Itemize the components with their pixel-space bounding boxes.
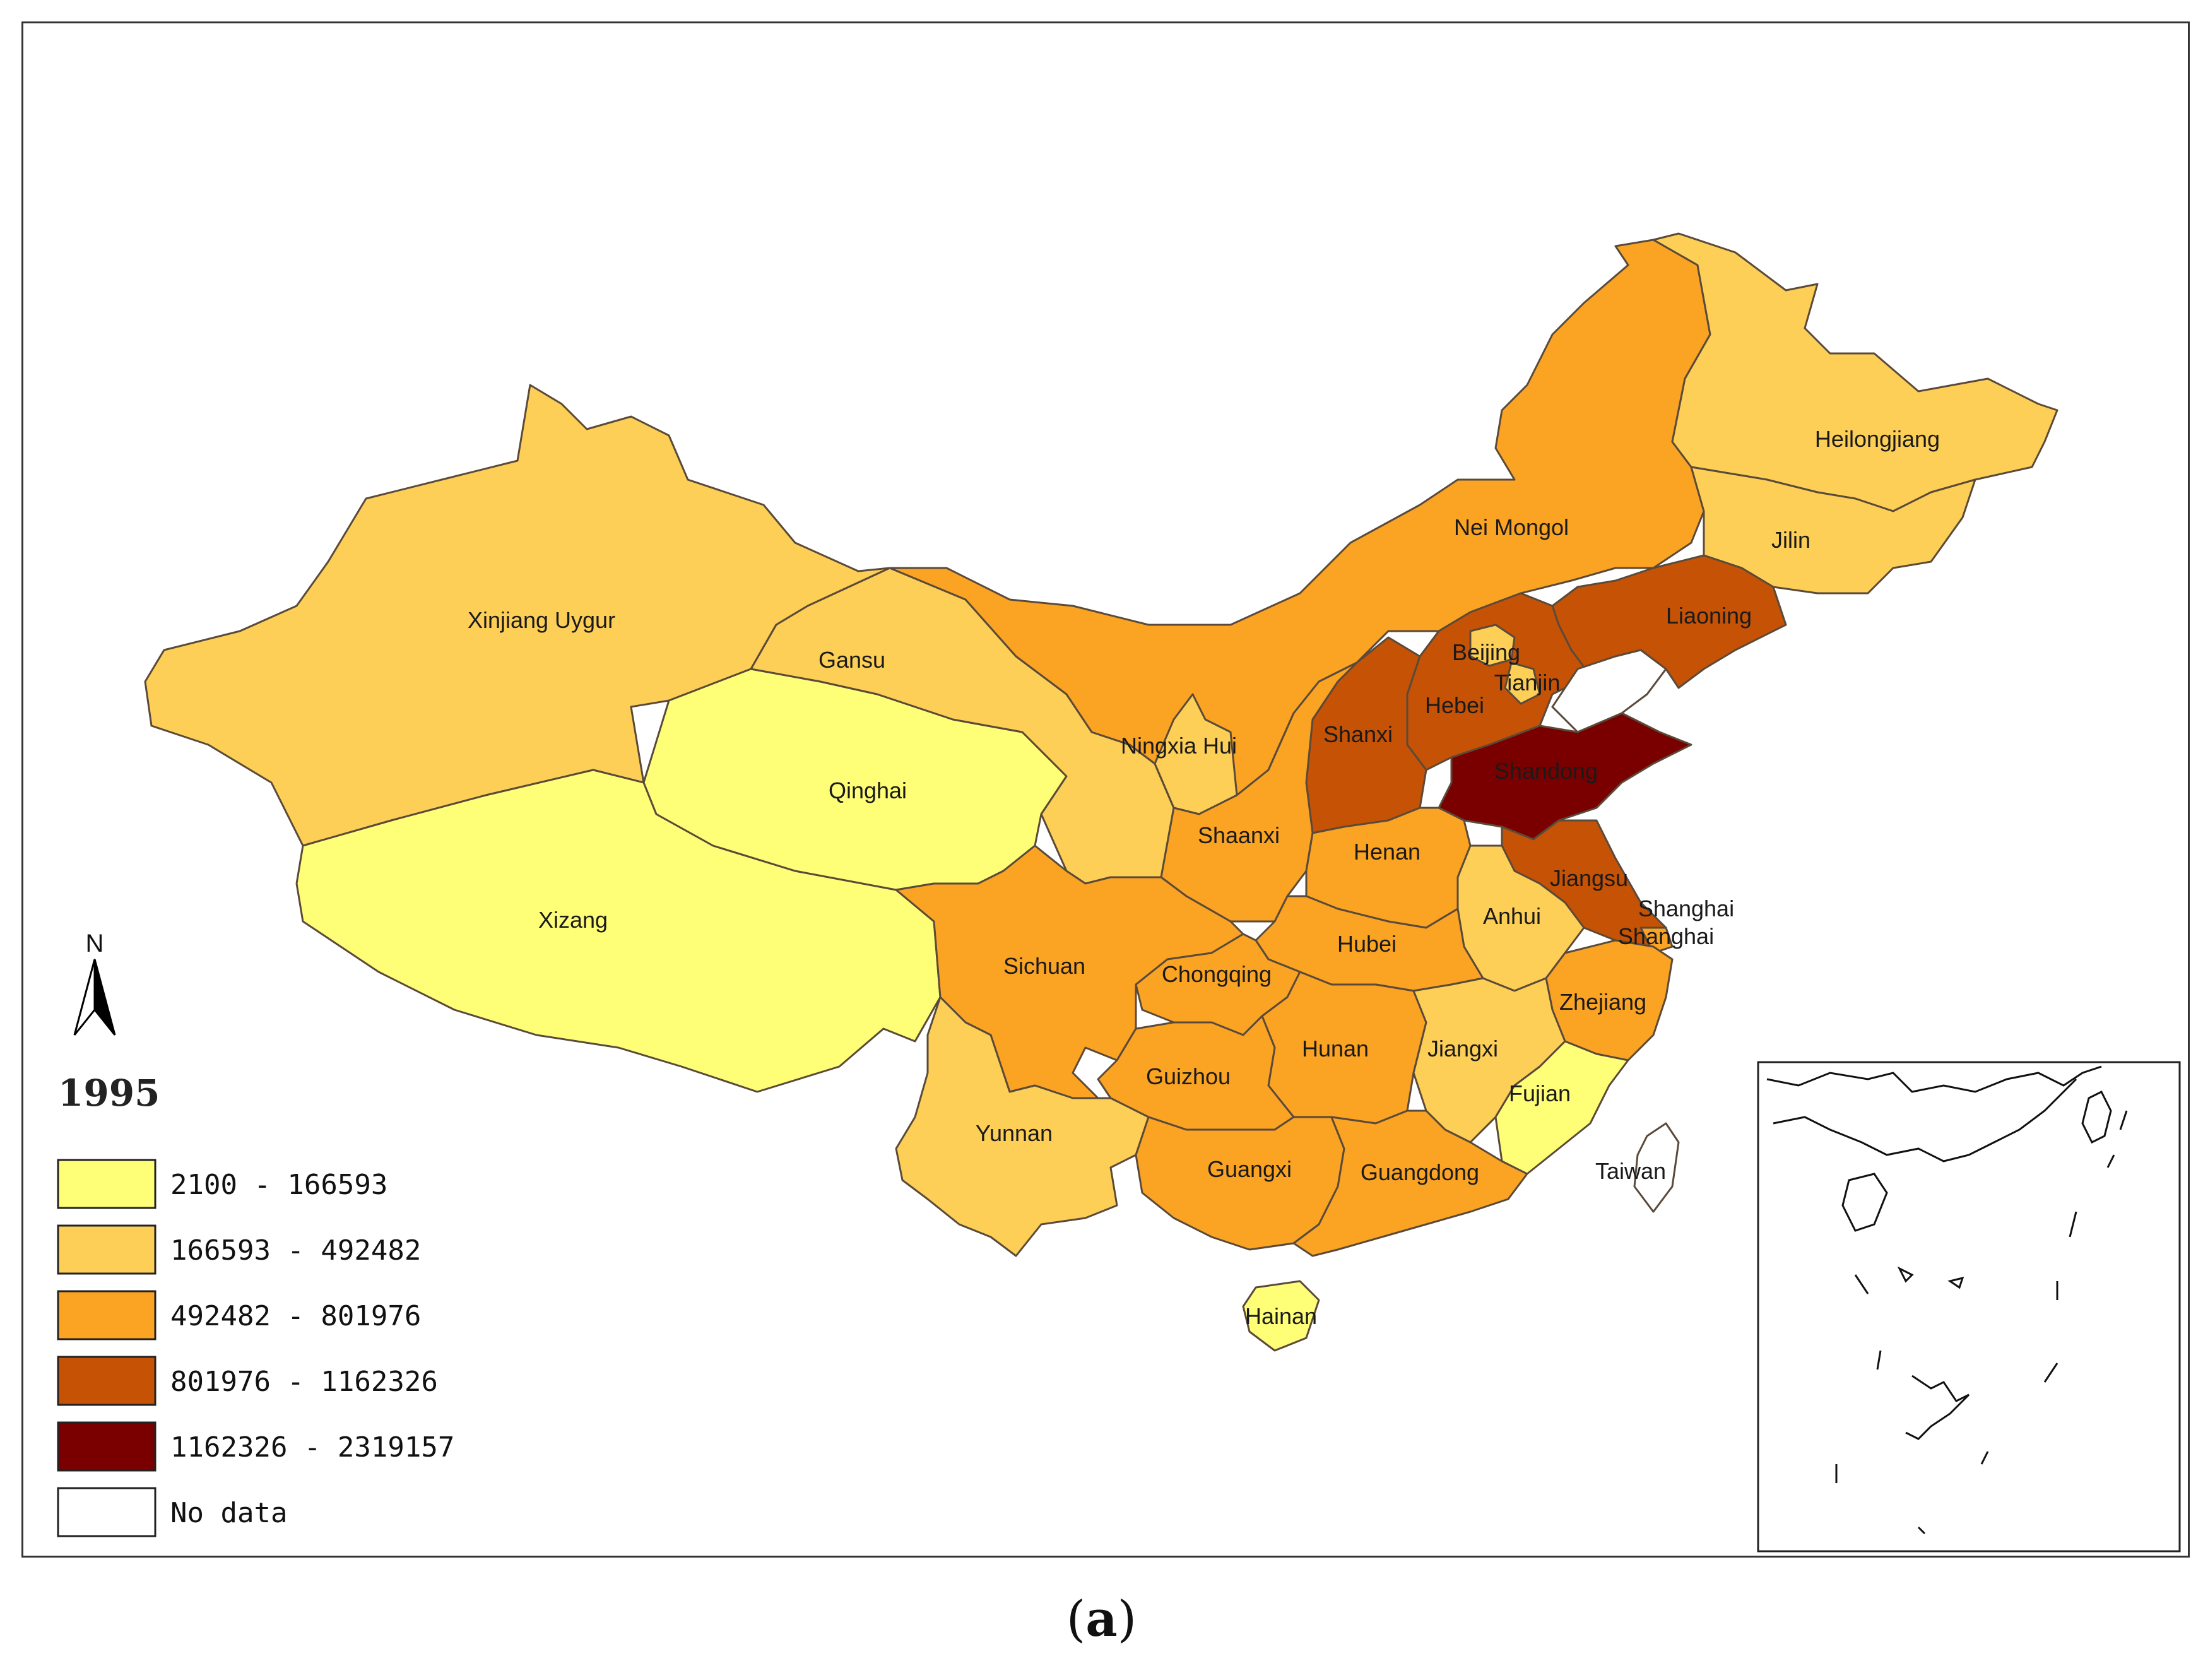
label-gansu: Gansu (818, 647, 885, 673)
label-neimongol: Nei Mongol (1454, 514, 1569, 540)
inset-islands (1835, 1110, 2128, 1535)
legend-label: 166593 - 492482 (170, 1234, 421, 1267)
label-beijing: Beijing (1452, 639, 1520, 665)
province-layer (144, 232, 2058, 1352)
label-heilongjiang: Heilongjiang (1815, 426, 1940, 452)
label-guizhou: Guizhou (1146, 1063, 1231, 1089)
label-jiangsu: Jiangsu (1550, 865, 1628, 891)
label-taiwan: Taiwan (1595, 1158, 1666, 1184)
north-arrow-icon (73, 959, 96, 1036)
label-hubei: Hubei (1337, 931, 1397, 957)
province-hainan[interactable] (1242, 1280, 1320, 1352)
legend-label: 801976 - 1162326 (170, 1366, 438, 1398)
label-jilin: Jilin (1771, 527, 1810, 553)
inset-taiwan (2081, 1090, 2112, 1144)
legend-swatch (57, 1290, 157, 1340)
province-guangdong[interactable] (1292, 1109, 1528, 1257)
legend-swatch (57, 1224, 157, 1275)
legend-swatch (57, 1159, 157, 1209)
label-xizang: Xizang (538, 907, 608, 933)
label-qinghai: Qinghai (829, 778, 907, 803)
north-arrow-icon-dark (93, 959, 116, 1036)
label-hunan: Hunan (1302, 1036, 1369, 1062)
caption-open: ( (1066, 1591, 1086, 1648)
legend: 2100 - 166593 166593 - 492482 492482 - 801… (57, 1159, 454, 1537)
north-arrow-label: N (86, 930, 104, 957)
province-xizang[interactable] (295, 769, 942, 1093)
province-labels: Xinjiang Uygur Xizang Qinghai Gansu Nei … (468, 426, 1940, 1329)
inset-hainan (1841, 1173, 1888, 1232)
map-year: 1995 (58, 1072, 160, 1115)
label-hebei: Hebei (1425, 692, 1484, 718)
province-fujian[interactable] (1494, 1040, 1629, 1175)
label-shanxi: Shanxi (1323, 721, 1393, 747)
province-taiwan[interactable] (1633, 1122, 1680, 1213)
legend-swatch (57, 1421, 157, 1472)
figure-caption: (a) (0, 1590, 2203, 1648)
province-yunnan[interactable] (895, 996, 1150, 1257)
label-guangxi: Guangxi (1207, 1156, 1292, 1182)
legend-label: No data (170, 1497, 287, 1529)
province-shanghai[interactable] (1639, 926, 1674, 954)
label-shanghai: Shanghai (1638, 896, 1734, 921)
north-arrow: N (73, 930, 116, 1036)
legend-label: 2100 - 166593 (170, 1169, 387, 1201)
label-yunnan: Yunnan (976, 1120, 1053, 1146)
label-ningxia: Ningxia Hui (1121, 733, 1237, 759)
label-liaoning: Liaoning (1666, 603, 1752, 629)
label-anhui: Anhui (1483, 903, 1541, 929)
label-jiangxi: Jiangxi (1427, 1036, 1498, 1062)
label-fujian: Fujian (1509, 1080, 1571, 1106)
province-heilongjiang[interactable] (1652, 232, 2058, 512)
bohai-sea (1551, 649, 1668, 733)
caption-close: ) (1117, 1591, 1137, 1648)
province-beijing[interactable] (1469, 624, 1516, 667)
legend-swatch (57, 1356, 157, 1406)
province-tianjin[interactable] (1504, 661, 1541, 705)
legend-label: 1162326 - 2319157 (170, 1431, 454, 1464)
legend-label: 492482 - 801976 (170, 1300, 421, 1332)
label-shanghai-2: Shanghai (1618, 923, 1714, 949)
label-sichuan: Sichuan (1003, 953, 1085, 979)
label-henan: Henan (1354, 839, 1420, 865)
label-guangdong: Guangdong (1361, 1159, 1479, 1185)
label-chongqing: Chongqing (1162, 961, 1272, 987)
label-shaanxi: Shaanxi (1198, 822, 1280, 848)
south-china-sea-inset (1757, 1061, 2181, 1553)
caption-letter: a (1085, 1590, 1118, 1648)
label-hainan: Hainan (1245, 1303, 1317, 1329)
inset-coastline (1766, 1065, 2102, 1162)
label-tianjin: Tianjin (1494, 670, 1561, 695)
label-shandong: Shandong (1494, 758, 1598, 784)
label-zhejiang: Zhejiang (1559, 989, 1646, 1015)
label-xinjiang: Xinjiang Uygur (468, 607, 615, 633)
legend-swatch (57, 1487, 157, 1537)
